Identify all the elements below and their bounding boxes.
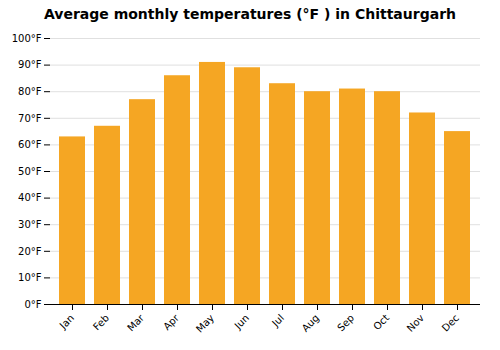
svg-text:May: May — [194, 312, 216, 334]
svg-text:0°F: 0°F — [24, 299, 41, 310]
svg-text:50°F: 50°F — [18, 166, 42, 177]
html-text:Average monthly temperatures (: Average monthly temperatures (°F ) in Ch… — [44, 6, 456, 22]
svg-text:Apr: Apr — [161, 312, 182, 333]
svg-text:40°F: 40°F — [18, 192, 42, 203]
svg-text:100°F: 100°F — [12, 33, 42, 44]
svg-text:Mar: Mar — [125, 312, 147, 334]
svg-text:80°F: 80°F — [18, 86, 42, 97]
svg-text:90°F: 90°F — [18, 59, 42, 70]
svg-text:Jul: Jul — [269, 312, 286, 329]
svg-text:Feb: Feb — [91, 312, 111, 332]
svg-text:60°F: 60°F — [18, 139, 42, 150]
svg-text:20°F: 20°F — [18, 246, 42, 257]
svg-text:30°F: 30°F — [18, 219, 42, 230]
svg-text:Dec: Dec — [440, 312, 461, 333]
svg-text:Jan: Jan — [57, 312, 76, 331]
svg-text:Oct: Oct — [371, 312, 391, 332]
svg-text:Jun: Jun — [232, 312, 252, 332]
svg-text:Aug: Aug — [300, 312, 322, 334]
svg-text:Nov: Nov — [405, 312, 427, 334]
svg-text:10°F: 10°F — [18, 272, 42, 283]
svg-text:Sep: Sep — [335, 312, 356, 333]
svg-text:70°F: 70°F — [18, 113, 42, 124]
